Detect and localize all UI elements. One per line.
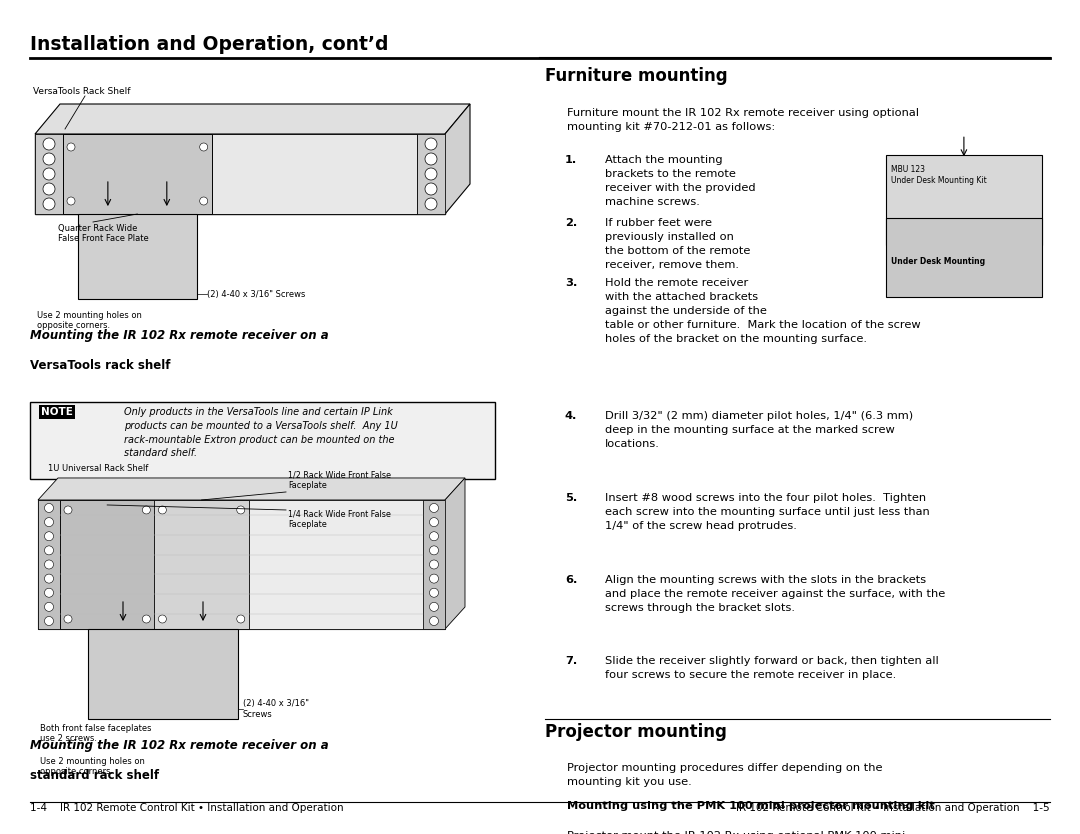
Bar xyxy=(60,500,248,629)
Bar xyxy=(886,218,1042,297)
Text: 1.: 1. xyxy=(565,155,577,165)
Bar xyxy=(35,134,63,214)
Text: 5.: 5. xyxy=(565,493,577,503)
Text: standard rack shelf: standard rack shelf xyxy=(30,769,160,782)
Circle shape xyxy=(143,615,150,623)
Circle shape xyxy=(237,615,245,623)
Text: Installation and Operation, cont’d: Installation and Operation, cont’d xyxy=(30,35,389,54)
Circle shape xyxy=(44,532,54,540)
Circle shape xyxy=(159,506,166,514)
Circle shape xyxy=(44,560,54,569)
Text: 7.: 7. xyxy=(565,656,577,666)
Text: Furniture mounting: Furniture mounting xyxy=(545,67,728,85)
Text: Drill 3/32" (2 mm) diameter pilot holes, 1/4" (6.3 mm)
deep in the mounting surf: Drill 3/32" (2 mm) diameter pilot holes,… xyxy=(605,411,913,450)
Text: 2.: 2. xyxy=(565,218,577,228)
Circle shape xyxy=(426,138,437,150)
Bar xyxy=(87,629,238,719)
Bar xyxy=(38,500,60,629)
Circle shape xyxy=(237,506,245,514)
Text: Slide the receiver slightly forward or back, then tighten all
four screws to sec: Slide the receiver slightly forward or b… xyxy=(605,656,939,681)
Text: MBU 123
Under Desk Mounting Kit: MBU 123 Under Desk Mounting Kit xyxy=(891,165,987,184)
Polygon shape xyxy=(445,104,470,214)
Text: 3.: 3. xyxy=(565,278,577,288)
Circle shape xyxy=(44,602,54,611)
Bar xyxy=(30,402,495,479)
Circle shape xyxy=(430,574,438,583)
Circle shape xyxy=(43,168,55,180)
Bar xyxy=(60,500,423,629)
Bar xyxy=(78,214,197,299)
Bar xyxy=(417,134,445,214)
Circle shape xyxy=(44,574,54,583)
Text: Use 2 mounting holes on
opposite corners.: Use 2 mounting holes on opposite corners… xyxy=(40,757,145,776)
Text: Only products in the VersaTools line and certain IP Link
products can be mounted: Only products in the VersaTools line and… xyxy=(124,407,397,458)
Polygon shape xyxy=(35,104,470,134)
Circle shape xyxy=(426,168,437,180)
Text: Mounting the IR 102 Rx remote receiver on a: Mounting the IR 102 Rx remote receiver o… xyxy=(30,329,329,342)
Text: If rubber feet were
previously installed on
the bottom of the remote
receiver, r: If rubber feet were previously installed… xyxy=(605,218,751,269)
Text: Attach the mounting
brackets to the remote
receiver with the provided
machine sc: Attach the mounting brackets to the remo… xyxy=(605,155,755,207)
Text: Projector mounting procedures differ depending on the
mounting kit you use.: Projector mounting procedures differ dep… xyxy=(567,763,882,787)
Circle shape xyxy=(43,138,55,150)
Circle shape xyxy=(64,506,72,514)
Text: Quarter Rack Wide
False Front Face Plate: Quarter Rack Wide False Front Face Plate xyxy=(58,224,149,244)
Bar xyxy=(886,155,1042,245)
Text: 1/4 Rack Wide Front False
Faceplate: 1/4 Rack Wide Front False Faceplate xyxy=(288,510,391,530)
Polygon shape xyxy=(38,478,465,500)
Text: Both front false faceplates
use 2 screws.: Both front false faceplates use 2 screws… xyxy=(40,724,151,743)
Circle shape xyxy=(426,183,437,195)
Text: IR 102 Remote Control Kit • Installation and Operation    1-5: IR 102 Remote Control Kit • Installation… xyxy=(737,803,1050,813)
Text: Align the mounting screws with the slots in the brackets
and place the remote re: Align the mounting screws with the slots… xyxy=(605,575,945,613)
Circle shape xyxy=(430,518,438,526)
Circle shape xyxy=(430,546,438,555)
Circle shape xyxy=(44,588,54,597)
Circle shape xyxy=(43,153,55,165)
Circle shape xyxy=(159,615,166,623)
Text: 1/2 Rack Wide Front False
Faceplate: 1/2 Rack Wide Front False Faceplate xyxy=(288,470,391,490)
Text: Projector mounting: Projector mounting xyxy=(545,723,727,741)
Text: Insert #8 wood screws into the four pilot holes.  Tighten
each screw into the mo: Insert #8 wood screws into the four pilo… xyxy=(605,493,930,531)
Circle shape xyxy=(430,616,438,626)
Circle shape xyxy=(44,616,54,626)
Circle shape xyxy=(43,183,55,195)
Circle shape xyxy=(200,143,207,151)
Circle shape xyxy=(430,602,438,611)
Circle shape xyxy=(430,588,438,597)
Circle shape xyxy=(67,197,75,205)
Text: Mounting using the PMK 100 mini projector mounting kit: Mounting using the PMK 100 mini projecto… xyxy=(567,801,935,811)
Circle shape xyxy=(200,197,207,205)
Text: Projector mount the IR 102 Rx using optional PMK 100 mini
Projector mounting kit: Projector mount the IR 102 Rx using opti… xyxy=(567,831,905,834)
Circle shape xyxy=(64,615,72,623)
Text: Under Desk Mounting: Under Desk Mounting xyxy=(891,257,985,266)
Text: 6.: 6. xyxy=(565,575,577,585)
Text: Mounting the IR 102 Rx remote receiver on a: Mounting the IR 102 Rx remote receiver o… xyxy=(30,739,329,752)
Text: VersaTools Rack Shelf: VersaTools Rack Shelf xyxy=(33,87,131,96)
Circle shape xyxy=(430,504,438,512)
Bar xyxy=(63,134,212,214)
Circle shape xyxy=(44,546,54,555)
Bar xyxy=(63,134,417,214)
Text: NOTE: NOTE xyxy=(41,407,73,417)
Text: 4.: 4. xyxy=(565,411,577,421)
Circle shape xyxy=(67,143,75,151)
Text: 1U Universal Rack Shelf: 1U Universal Rack Shelf xyxy=(48,464,148,473)
Text: 1-4    IR 102 Remote Control Kit • Installation and Operation: 1-4 IR 102 Remote Control Kit • Installa… xyxy=(30,803,343,813)
Circle shape xyxy=(43,198,55,210)
Circle shape xyxy=(430,532,438,540)
Circle shape xyxy=(426,153,437,165)
Text: (2) 4-40 x 3/16" Screws: (2) 4-40 x 3/16" Screws xyxy=(206,289,306,299)
Circle shape xyxy=(44,504,54,512)
Circle shape xyxy=(426,198,437,210)
Text: Hold the remote receiver
with the attached brackets
against the underside of the: Hold the remote receiver with the attach… xyxy=(605,278,920,344)
Text: Use 2 mounting holes on
opposite corners.: Use 2 mounting holes on opposite corners… xyxy=(37,311,141,330)
Text: VersaTools rack shelf: VersaTools rack shelf xyxy=(30,359,171,372)
Text: Furniture mount the IR 102 Rx remote receiver using optional
mounting kit #70-21: Furniture mount the IR 102 Rx remote rec… xyxy=(567,108,919,133)
Circle shape xyxy=(430,560,438,569)
Circle shape xyxy=(143,506,150,514)
Polygon shape xyxy=(445,478,465,629)
Bar xyxy=(60,500,154,629)
Circle shape xyxy=(44,518,54,526)
Text: (2) 4-40 x 3/16"
Screws: (2) 4-40 x 3/16" Screws xyxy=(243,699,309,719)
Bar xyxy=(423,500,445,629)
